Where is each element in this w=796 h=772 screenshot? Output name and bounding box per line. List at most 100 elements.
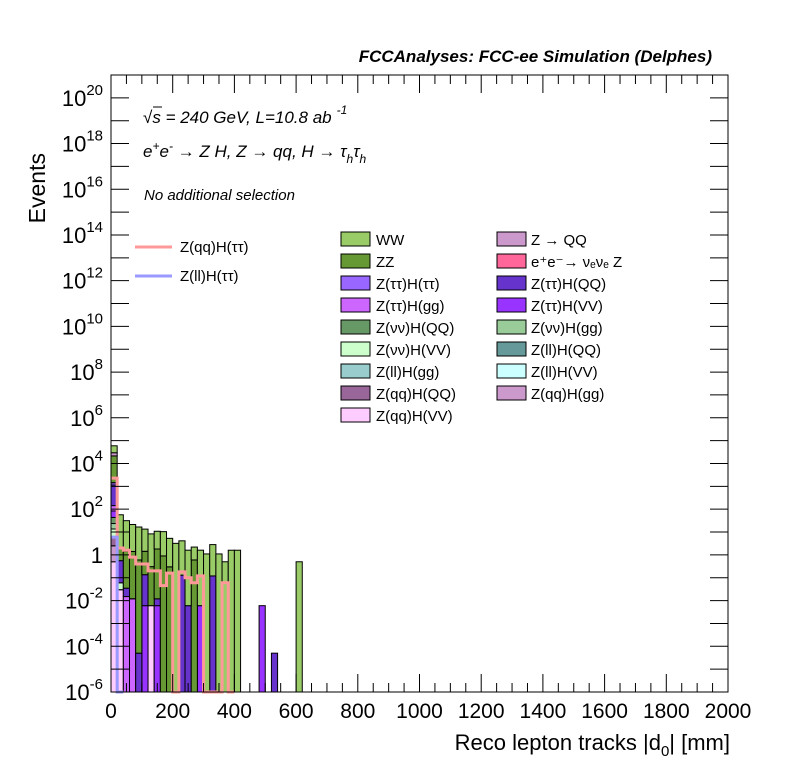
x-axis-label: Reco lepton tracks |d0| [mm]	[455, 730, 730, 760]
histogram-bar	[147, 566, 155, 607]
x-tick-label: 800	[340, 700, 375, 723]
process-annotation: e+e- → Z H, Z → qq, H → τhτh	[143, 139, 367, 166]
histogram-bar	[147, 533, 155, 568]
histogram-bar	[178, 540, 186, 576]
legend-label: Z(ττ)H(QQ)	[531, 276, 606, 293]
legend-entry: Z(qq)H(VV)	[340, 407, 453, 425]
y-tick-label: 1	[91, 543, 103, 568]
legend-label: Z(νν)H(QQ)	[376, 320, 454, 337]
histogram-bar	[147, 605, 155, 693]
legend-swatch	[340, 275, 371, 291]
legend-label: Z(qq)H(ττ)	[180, 239, 249, 256]
histogram-bar	[209, 544, 217, 577]
y-tick-label: 102	[70, 493, 103, 522]
legend-entry: Z(qq)H(ττ)	[135, 239, 249, 256]
histogram-bar	[122, 587, 131, 598]
histogram-bar	[153, 605, 161, 693]
y-tick-label: 1014	[62, 219, 103, 248]
legend-entry: Z(ll)H(ττ)	[135, 268, 239, 285]
legend-label: Z(νν)H(VV)	[376, 342, 451, 359]
histogram-bar	[258, 605, 266, 693]
legend-label: Z(qq)H(QQ)	[376, 386, 456, 403]
histogram-bar	[270, 652, 279, 693]
legend-label: Z(ττ)H(gg)	[376, 298, 445, 315]
legend-entry: Z(ll)H(QQ)	[496, 341, 601, 359]
legend-entry: WW	[340, 231, 405, 249]
legend-swatch	[340, 385, 371, 401]
legend-swatch	[496, 341, 527, 357]
legend-swatch	[340, 319, 371, 335]
histogram-bar	[135, 559, 143, 654]
histogram-bar	[135, 652, 143, 693]
legend-label: WW	[376, 232, 405, 249]
legend-entry: e⁺e⁻→ νₑνₑ Z	[496, 253, 622, 271]
y-tick-label: 1016	[62, 173, 103, 202]
legend-swatch	[496, 231, 527, 247]
histogram-bar	[141, 574, 149, 607]
y-tick-label: 10-6	[65, 676, 103, 705]
y-tick-label: 1018	[62, 128, 103, 157]
histogram-bar	[233, 549, 242, 693]
x-tick-label: 1400	[520, 700, 567, 723]
y-tick-label: 104	[70, 447, 103, 476]
histogram-bar	[122, 596, 131, 693]
histogram-bar	[141, 528, 149, 552]
legend-entry: Z(νν)H(QQ)	[340, 319, 454, 337]
legend-label: Z(ll)H(gg)	[376, 364, 439, 381]
x-tick-label: 2000	[705, 700, 752, 723]
legend-entry: Z(νν)H(VV)	[340, 341, 451, 359]
x-tick-label: 0	[105, 700, 117, 723]
histogram-bar	[153, 598, 161, 607]
legend-entry: ZZ	[340, 253, 394, 271]
selection-annotation: No additional selection	[144, 187, 295, 204]
legend-entry: Z(ττ)H(QQ)	[496, 275, 606, 293]
energy-annotation: √s = 240 GeV, L=10.8 ab -1	[143, 103, 347, 127]
legend-entry: Z(ττ)H(gg)	[340, 297, 445, 315]
legend-swatch	[340, 363, 371, 379]
histogram-bar	[166, 537, 174, 568]
axes: 0 200 400 600 800 1000 1200 1400 1600 1800 2000 10-…	[62, 74, 752, 723]
x-tick-label: 1200	[458, 700, 505, 723]
x-tick-label: 1600	[581, 700, 628, 723]
y-tick-label: 1020	[62, 82, 103, 111]
histogram-bar	[209, 575, 217, 693]
x-tick-label: 400	[217, 700, 252, 723]
legend-swatch	[340, 253, 371, 269]
y-tick-label: 10-2	[65, 585, 103, 614]
histogram-bar	[129, 598, 137, 693]
legend-label: Z(ll)H(QQ)	[531, 342, 601, 359]
legend-label: Z(qq)H(VV)	[376, 408, 453, 425]
legend: WW ZZ Z(ττ)H(ττ) Z(ττ)H(gg) Z(νν)H(QQ) Z(νν)H…	[135, 231, 622, 425]
legend-label: Z → QQ	[531, 232, 587, 249]
legend-swatch	[496, 253, 527, 269]
legend-label: Z(νν)H(gg)	[531, 320, 603, 337]
y-axis-label: Events	[24, 153, 50, 223]
y-tick-label: 1012	[62, 265, 103, 294]
legend-label: Z(ττ)H(VV)	[531, 298, 603, 315]
legend-entry: Z(ττ)H(VV)	[496, 297, 603, 315]
legend-swatch	[340, 297, 371, 313]
legend-label: Z(ll)H(VV)	[531, 364, 598, 381]
legend-swatch	[496, 363, 527, 379]
legend-entry: Z(νν)H(gg)	[496, 319, 603, 337]
legend-swatch	[496, 319, 527, 335]
y-tick-label: 10-4	[65, 630, 103, 659]
legend-swatch	[340, 231, 371, 247]
x-tick-label: 1000	[396, 700, 443, 723]
legend-swatch	[340, 341, 371, 357]
histogram-bar	[153, 530, 161, 550]
legend-swatch	[496, 275, 527, 291]
histogram-bar	[190, 546, 198, 561]
legend-entry: Z(ττ)H(ττ)	[340, 275, 440, 293]
legend-label: e⁺e⁻→ νₑνₑ Z	[531, 254, 622, 271]
legend-swatch	[496, 385, 527, 401]
histogram-bar	[110, 445, 118, 454]
histogram-bar	[184, 605, 192, 693]
legend-label: ZZ	[376, 254, 394, 271]
y-tick-label: 1010	[62, 310, 103, 339]
histogram-bar	[135, 526, 143, 561]
y-tick-label: 106	[70, 402, 103, 431]
legend-entry: Z → QQ	[496, 231, 587, 249]
histogram-bar	[141, 605, 149, 693]
